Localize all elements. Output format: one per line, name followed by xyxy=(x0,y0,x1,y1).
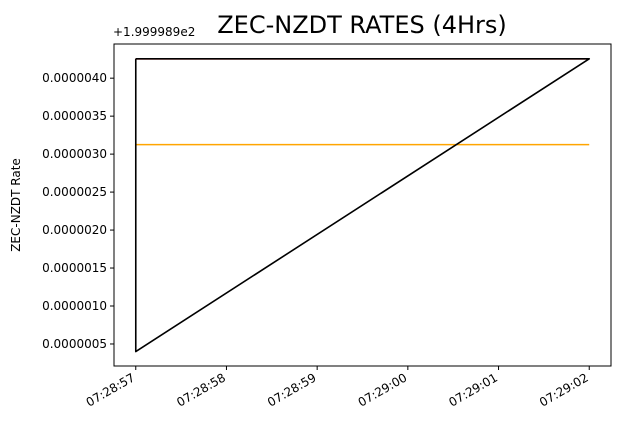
y-tick-label: 0.0000005 xyxy=(42,337,107,351)
plot-frame xyxy=(113,43,612,367)
x-tick-label: 07:29:01 xyxy=(446,370,500,409)
series-line-3 xyxy=(134,58,591,353)
x-tick-label: 07:28:58 xyxy=(174,370,228,409)
x-tick-label: 07:29:00 xyxy=(356,370,410,409)
y-tick-label: 0.0000030 xyxy=(42,147,107,161)
x-tick-label: 07:28:59 xyxy=(265,370,319,409)
y-tick-label: 0.0000015 xyxy=(42,261,107,275)
y-offset-label: +1.999989e2 xyxy=(113,25,195,39)
y-tick-label: 0.0000020 xyxy=(42,223,107,237)
x-tick-label: 07:28:57 xyxy=(84,370,138,409)
y-tick-label: 0.0000025 xyxy=(42,185,107,199)
y-tick-label: 0.0000040 xyxy=(42,71,107,85)
x-tick-label: 07:29:02 xyxy=(537,370,591,409)
y-tick-label: 0.0000010 xyxy=(42,299,107,313)
y-axis-label: ZEC-NZDT Rate xyxy=(9,158,23,252)
chart-title: ZEC-NZDT RATES (4Hrs) xyxy=(217,11,507,39)
y-tick-label: 0.0000035 xyxy=(42,109,107,123)
